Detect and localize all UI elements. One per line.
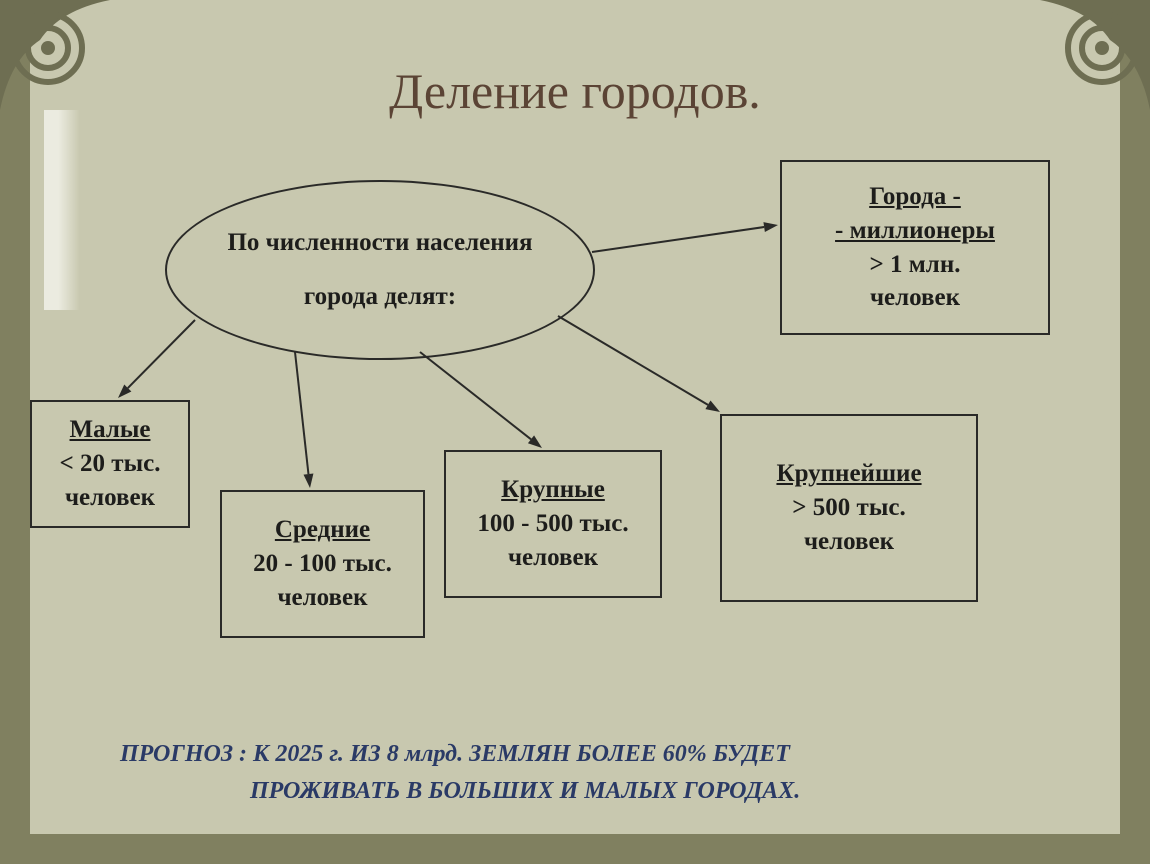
box-largest-label: Крупнейшие <box>776 457 921 491</box>
box-medium: Средние 20 - 100 тыс. человек <box>220 490 425 638</box>
box-small-val1: < 20 тыс. <box>60 447 161 481</box>
box-large-label: Крупные <box>501 473 605 507</box>
box-large: Крупные 100 - 500 тыс. человек <box>444 450 662 598</box>
box-medium-label: Средние <box>275 513 370 547</box>
center-line1: По численности населения <box>227 229 532 257</box>
box-millionaires-val2: человек <box>870 281 960 315</box>
box-medium-val1: 20 - 100 тыс. <box>253 547 392 581</box>
box-millionaires-val1: > 1 млн. <box>870 248 961 282</box>
box-small-val2: человек <box>65 481 155 515</box>
center-line2: города делят: <box>304 283 456 311</box>
box-millionaires-label1: Города - <box>869 180 961 214</box>
box-medium-val2: человек <box>277 581 367 615</box>
box-millionaires-label2: - миллионеры <box>835 214 995 248</box>
footer-line2: ПРОЖИВАТЬ В БОЛЬШИХ И МАЛЫХ ГОРОДАХ. <box>120 773 1090 810</box>
box-large-val2: человек <box>508 541 598 575</box>
box-small-label: Малые <box>70 413 151 447</box>
box-large-val1: 100 - 500 тыс. <box>477 507 628 541</box>
slide-title: Деление городов. <box>389 62 761 120</box>
center-ellipse: По численности населения города делят: <box>165 180 595 360</box>
box-largest: Крупнейшие > 500 тыс. человек <box>720 414 978 602</box>
footer-line1: ПРОГНОЗ : К 2025 г. ИЗ 8 млрд. ЗЕМЛЯН БО… <box>120 736 1090 773</box>
footer-forecast: ПРОГНОЗ : К 2025 г. ИЗ 8 млрд. ЗЕМЛЯН БО… <box>120 736 1090 810</box>
box-small: Малые < 20 тыс. человек <box>30 400 190 528</box>
box-largest-val2: человек <box>804 525 894 559</box>
box-millionaires: Города - - миллионеры > 1 млн. человек <box>780 160 1050 335</box>
box-largest-val1: > 500 тыс. <box>792 491 905 525</box>
paper-sheen <box>44 110 80 310</box>
